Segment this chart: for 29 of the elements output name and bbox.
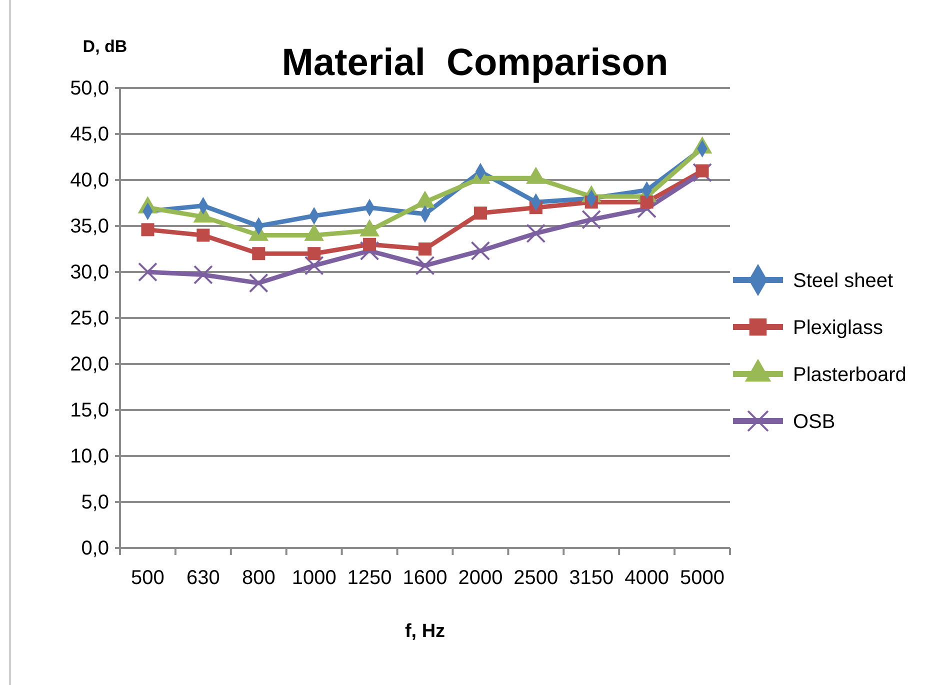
legend-label: Steel sheet [793,270,894,292]
y-tick-label: 5,0 [81,491,109,514]
x-tick-label: 500 [131,567,164,590]
y-axis-title: D, dB [82,37,128,56]
x-tick-label: 1250 [347,567,392,590]
x-tick-label: 2000 [458,567,503,590]
x-tick-label: 3150 [569,567,614,590]
x-tick-label: 5000 [680,567,725,590]
x-tick-label: 1000 [292,567,336,590]
y-tick-label: 15,0 [70,399,109,422]
legend-label: Plexiglass [793,317,884,339]
y-tick-label: 30,0 [70,261,109,284]
x-tick-label: 1600 [402,567,448,590]
legend-label: Plasterboard [793,364,906,386]
legend-label: OSB [793,411,836,433]
y-tick-label: 10,0 [70,445,109,468]
y-tick-label: 20,0 [70,353,109,376]
x-axis-title: f, Hz [404,621,446,642]
x-tick-label: 630 [186,567,220,590]
x-tick-label: 2500 [514,567,558,590]
y-tick-label: 50,0 [70,77,109,100]
y-tick-label: 40,0 [70,169,109,192]
y-tick-label: 35,0 [70,215,109,238]
x-tick-label: 800 [242,567,276,590]
y-tick-label: 25,0 [70,307,109,330]
y-tick-label: 0,0 [81,537,109,560]
y-tick-label: 45,0 [70,123,109,146]
x-tick-label: 4000 [624,567,670,590]
chart-title: Material Comparison [282,42,668,84]
